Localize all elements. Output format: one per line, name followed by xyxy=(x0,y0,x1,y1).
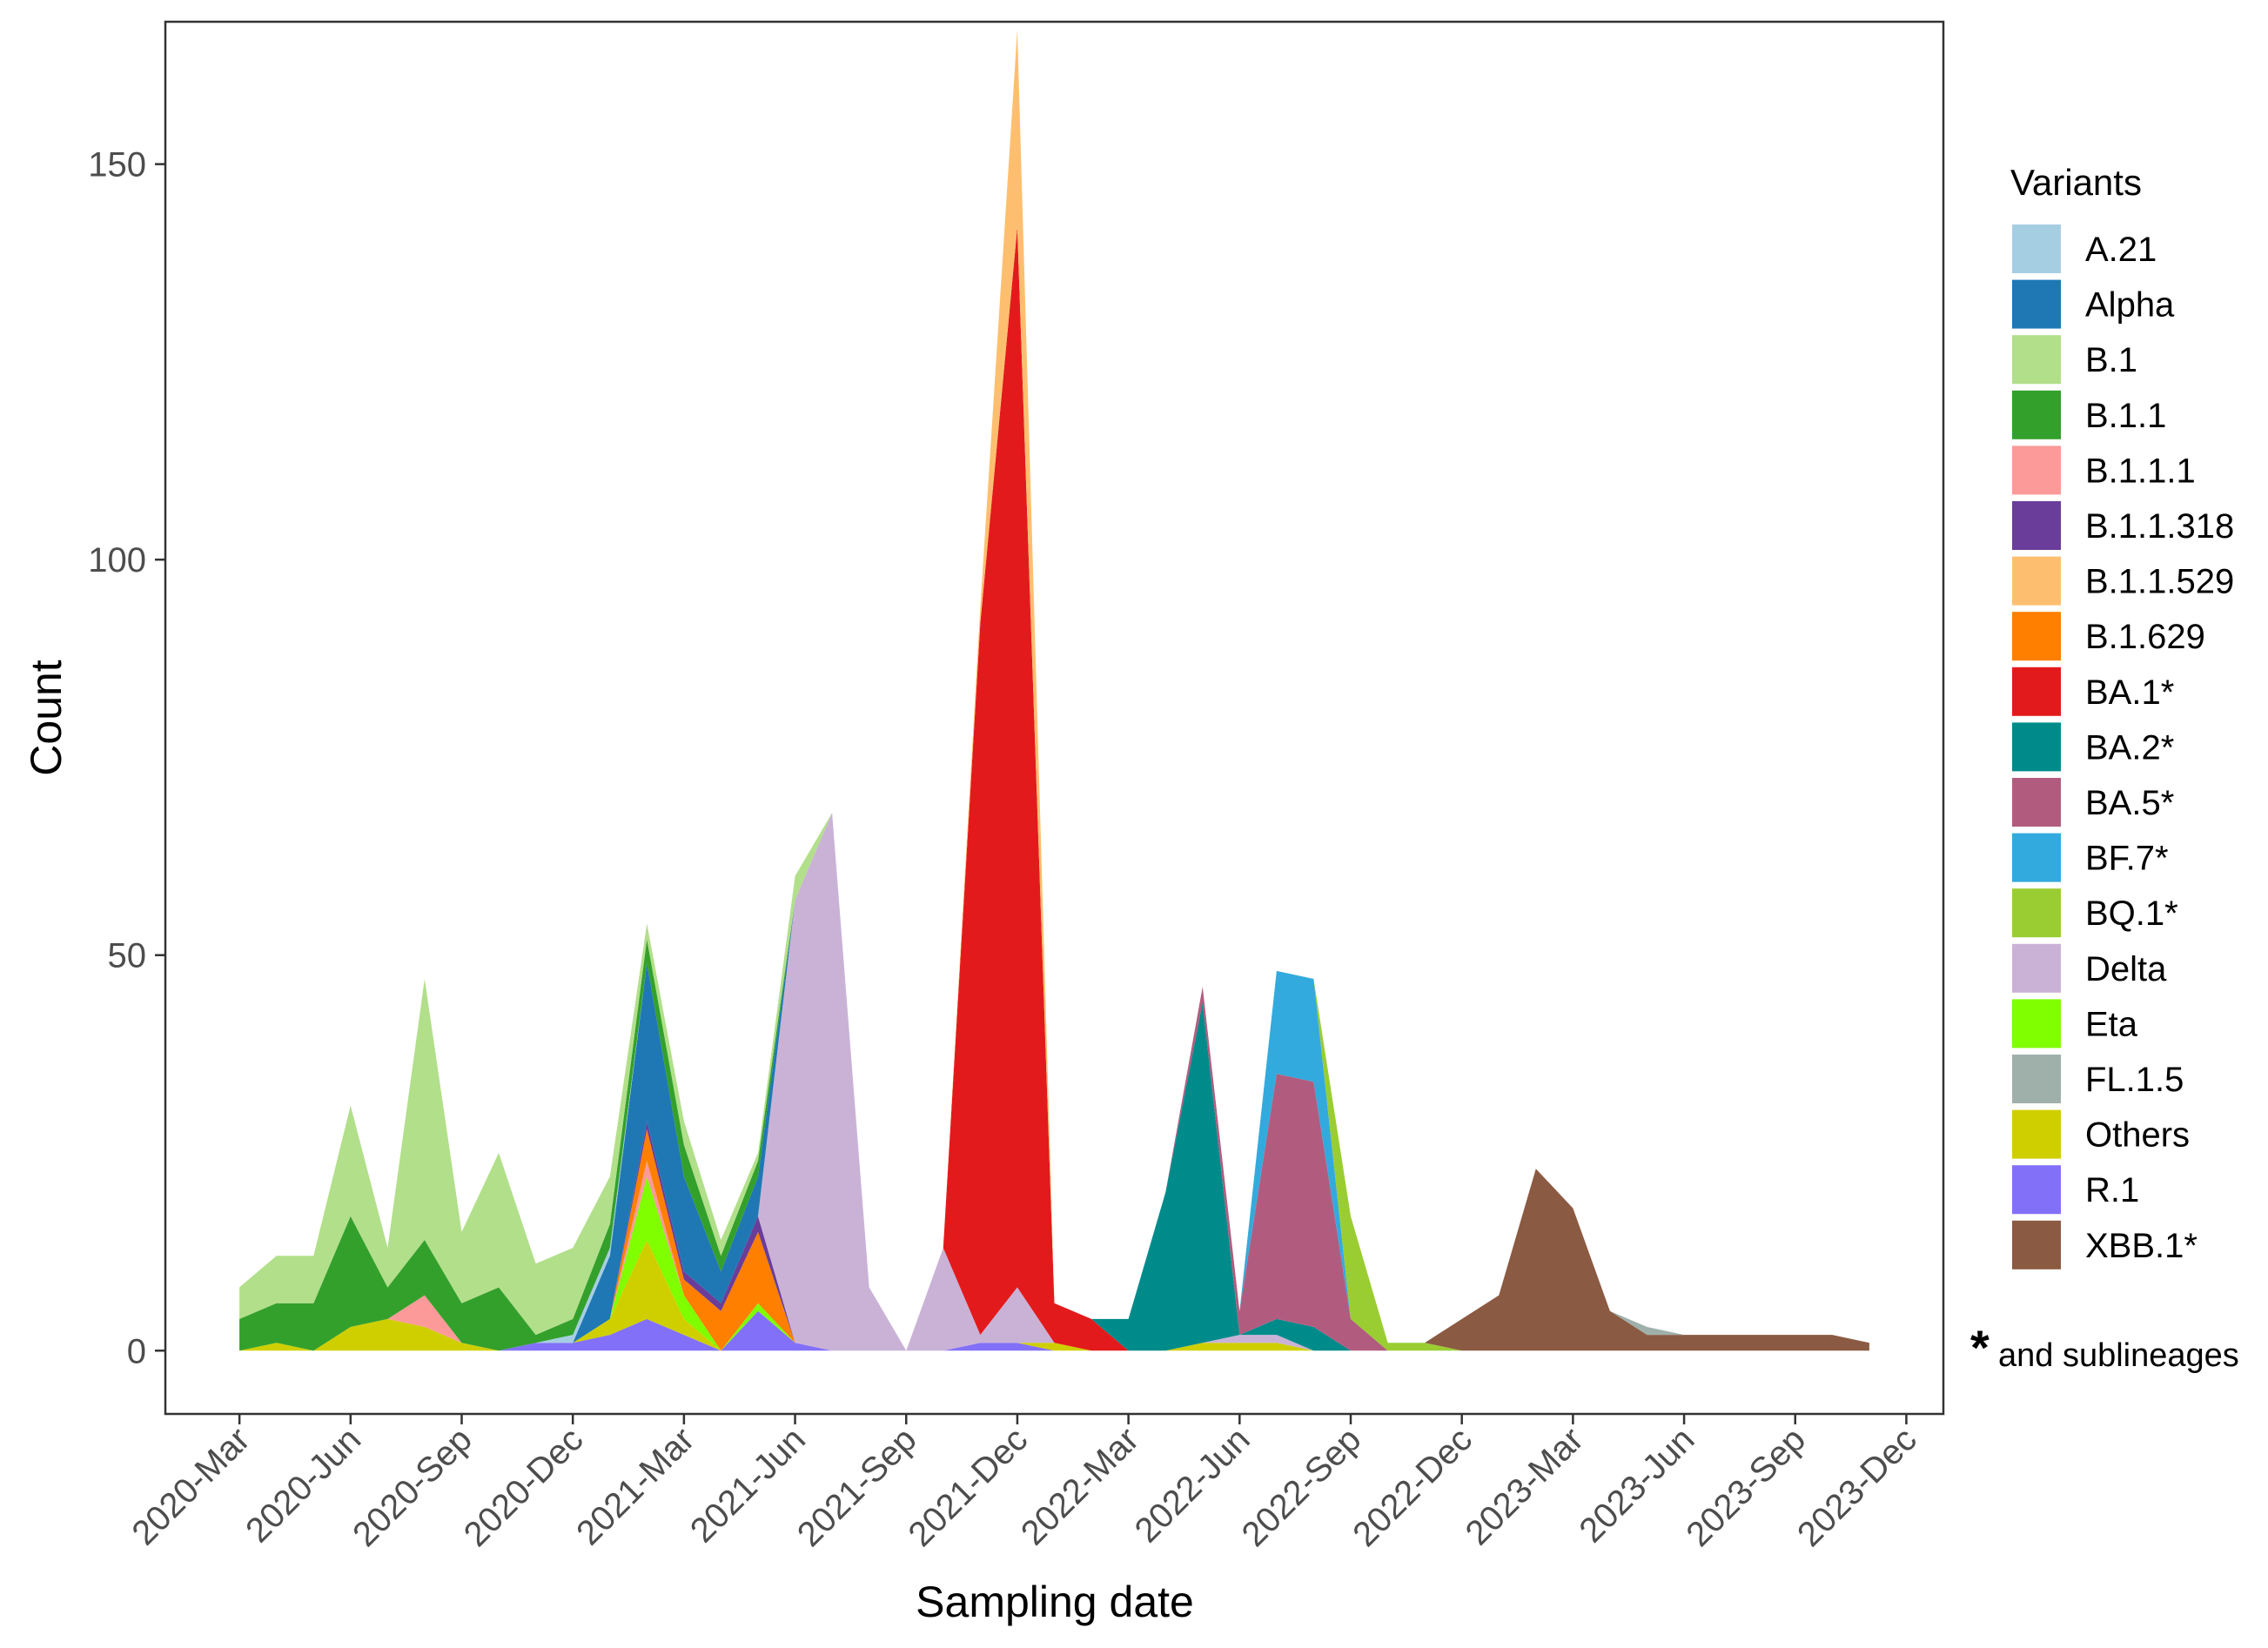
y-tick-label: 150 xyxy=(88,146,146,184)
y-axis-title: Count xyxy=(22,660,70,776)
legend-label-a-21: A.21 xyxy=(2085,231,2157,269)
legend-label-delta: Delta xyxy=(2085,950,2167,988)
x-axis-title: Sampling date xyxy=(916,1578,1194,1626)
legend-swatch-b-1-1 xyxy=(2012,390,2061,439)
legend-swatch-r-1 xyxy=(2012,1165,2061,1215)
y-tick-label: 50 xyxy=(108,937,147,975)
legend-swatch-b-1-629 xyxy=(2012,612,2061,661)
legend-swatch-a-21 xyxy=(2012,224,2061,273)
legend-label-bq-1: BQ.1* xyxy=(2085,894,2178,933)
legend-label-fl-1-5: FL.1.5 xyxy=(2085,1061,2184,1099)
legend-items: A.21 Alpha B.1 B.1.1 B.1.1.1 B.1.1.318 B.1.1.5… xyxy=(2012,224,2234,1269)
legend-swatch-fl-1-5 xyxy=(2012,1055,2061,1103)
legend-swatch-bq-1 xyxy=(2012,888,2061,938)
legend-label-ba-5: BA.5* xyxy=(2085,784,2174,822)
area-b-1 xyxy=(239,30,1869,1351)
legend-swatch-xbb-1 xyxy=(2012,1220,2061,1269)
legend-label-b-1-1-529: B.1.1.529 xyxy=(2085,563,2234,601)
legend-label-alpha: Alpha xyxy=(2085,286,2175,325)
y-tick-label: 100 xyxy=(88,541,146,579)
legend-label-bf-7: BF.7* xyxy=(2085,840,2169,878)
legend-label-b-1-1-318: B.1.1.318 xyxy=(2085,507,2234,546)
y-tick-label: 0 xyxy=(127,1332,146,1370)
area-series-group xyxy=(239,30,1869,1351)
legend-label-others: Others xyxy=(2085,1116,2190,1155)
legend-swatch-eta xyxy=(2012,999,2061,1048)
legend-label-ba-2: BA.2* xyxy=(2085,728,2174,767)
legend-swatch-b-1-1-529 xyxy=(2012,556,2061,606)
legend-swatch-b-1-1-1 xyxy=(2012,445,2061,495)
legend-label-b-1-1-1: B.1.1.1 xyxy=(2085,452,2196,490)
legend-label-r-1: R.1 xyxy=(2085,1171,2139,1209)
legend-swatch-b-1-1-318 xyxy=(2012,501,2061,550)
legend-label-b-1-629: B.1.629 xyxy=(2085,618,2205,656)
footnote-text: and sublineages xyxy=(1998,1337,2239,1374)
legend-swatch-b-1 xyxy=(2012,335,2061,385)
legend-label-b-1-1: B.1.1 xyxy=(2085,397,2166,435)
legend-swatch-ba-2 xyxy=(2012,722,2061,772)
y-axis: 0 50 100 150 xyxy=(88,146,165,1370)
legend-swatch-bf-7 xyxy=(2012,833,2061,882)
legend-swatch-alpha xyxy=(2012,279,2061,329)
area-r-1 xyxy=(239,1310,1869,1351)
legend: Variants A.21 Alpha B.1 B.1.1 B.1.1.1 B.1.1.3… xyxy=(2010,162,2234,1269)
legend-label-ba-1: BA.1* xyxy=(2085,673,2174,712)
legend-label-xbb-1: XBB.1* xyxy=(2085,1227,2198,1265)
legend-label-eta: Eta xyxy=(2085,1005,2138,1043)
legend-swatch-others xyxy=(2012,1109,2061,1159)
legend-label-b-1: B.1 xyxy=(2085,341,2137,379)
plot-panel-border xyxy=(164,20,1945,1416)
footnote: * and sublineages xyxy=(1970,1320,2239,1375)
legend-swatch-ba-1 xyxy=(2012,667,2061,716)
area-eta xyxy=(239,1176,1869,1351)
footnote-star: * xyxy=(1970,1320,1990,1375)
legend-swatch-delta xyxy=(2012,943,2061,993)
legend-title: Variants xyxy=(2010,162,2142,203)
legend-swatch-ba-5 xyxy=(2012,778,2061,827)
area-alpha xyxy=(239,30,1869,1351)
area-others xyxy=(239,1240,1869,1351)
